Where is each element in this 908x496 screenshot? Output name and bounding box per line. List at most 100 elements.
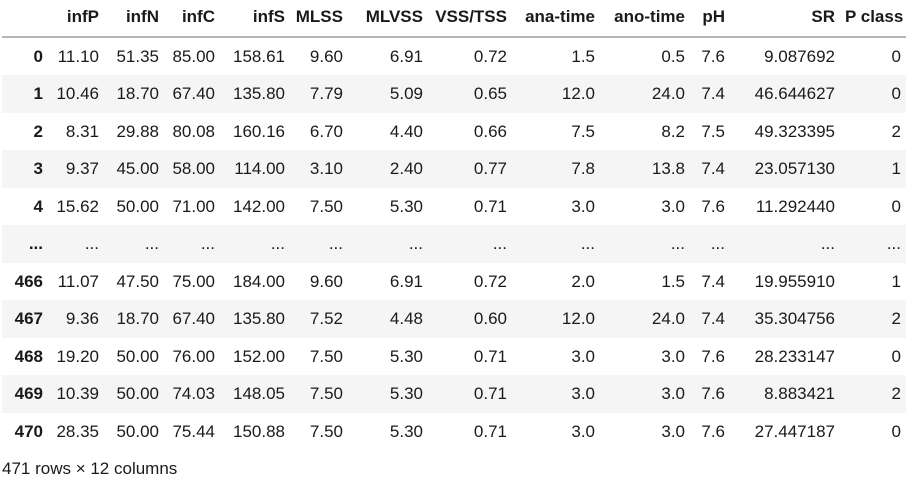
cell: 184.00 [233, 271, 285, 291]
cell: 0 [891, 46, 901, 66]
shape-summary: 471 rows × 12 columns [2, 458, 178, 478]
cell: 29.88 [116, 121, 159, 141]
cell: 46.644627 [754, 84, 835, 104]
cell: ... [670, 234, 685, 254]
cell: 11.292440 [755, 196, 835, 216]
cell: 0.5 [661, 46, 685, 66]
row-index: 466 [14, 271, 43, 291]
cell: ... [84, 234, 99, 254]
cell: 8.2 [661, 121, 685, 141]
cell: 11.07 [57, 271, 99, 291]
column-header: infS [220, 0, 290, 38]
cell: 27.447187 [754, 422, 835, 442]
column-header: pH [690, 0, 730, 38]
cell: 7.50 [309, 196, 343, 216]
cell: 76.00 [172, 346, 215, 366]
cell: 7.4 [701, 84, 725, 104]
cell: 80.08 [172, 121, 215, 141]
row-index: 2 [33, 121, 43, 141]
cell: 49.323395 [754, 121, 835, 141]
row-index: 467 [14, 309, 43, 329]
column-header: SR [730, 0, 840, 38]
cell: 0.60 [473, 309, 507, 329]
cell: 50.00 [116, 384, 159, 404]
column-header: MLSS [290, 0, 348, 38]
cell: 8.883421 [764, 384, 835, 404]
cell: ... [144, 234, 159, 254]
table-row: 466 11.07 47.50 75.00 184.00 9.60 6.91 0.72 2.0 1… [2, 263, 906, 301]
column-header: MLVSS [348, 0, 428, 38]
cell: 71.00 [172, 196, 215, 216]
cell: 5.30 [389, 196, 423, 216]
cell: 18.70 [116, 84, 159, 104]
cell: 7.6 [701, 422, 725, 442]
cell: 13.8 [651, 159, 685, 179]
cell: 2.40 [389, 159, 423, 179]
cell: 7.6 [701, 384, 725, 404]
cell: 2 [891, 384, 901, 404]
cell: 12.0 [561, 84, 595, 104]
column-header: infN [104, 0, 164, 38]
cell: 24.0 [651, 84, 685, 104]
cell: 58.00 [172, 159, 215, 179]
cell: 7.4 [701, 309, 725, 329]
cell: 158.61 [233, 46, 285, 66]
cell: 2 [891, 121, 901, 141]
column-header: ana-time [512, 0, 600, 38]
cell: 3.0 [661, 384, 685, 404]
cell: 7.8 [571, 159, 595, 179]
cell: 12.0 [561, 309, 595, 329]
cell: 135.80 [233, 84, 285, 104]
row-index: 1 [33, 84, 43, 104]
cell: 7.5 [701, 121, 725, 141]
cell: 3.0 [661, 422, 685, 442]
cell: 135.80 [233, 309, 285, 329]
row-index: 3 [33, 159, 43, 179]
cell: 3.0 [661, 196, 685, 216]
cell: 0 [891, 422, 901, 442]
table-row: 468 19.20 50.00 76.00 152.00 7.50 5.30 0.71 3.0 3… [2, 338, 906, 376]
cell: 5.09 [389, 84, 423, 104]
cell: 1.5 [571, 46, 595, 66]
cell: 18.70 [116, 309, 159, 329]
cell: 148.05 [233, 384, 285, 404]
cell: 75.00 [172, 271, 215, 291]
cell: 9.60 [309, 46, 343, 66]
cell: 8.31 [65, 121, 99, 141]
cell: ... [270, 234, 285, 254]
cell: 35.304756 [754, 309, 835, 329]
cell: 0.71 [473, 346, 507, 366]
cell: 23.057130 [754, 159, 835, 179]
table-row: 2 8.31 29.88 80.08 160.16 6.70 4.40 0.66 7.5 8.2 7… [2, 113, 906, 151]
table-body: 0 11.10 51.35 85.00 158.61 9.60 6.91 0.72 1.5 0.5… [2, 37, 906, 451]
cell: 114.00 [234, 159, 285, 179]
cell: 7.6 [701, 196, 725, 216]
cell: 19.955910 [754, 271, 835, 291]
cell: 160.16 [233, 121, 285, 141]
cell: 0 [891, 346, 901, 366]
cell: 1.5 [661, 271, 685, 291]
column-header: P class [840, 0, 906, 38]
cell: 50.00 [116, 196, 159, 216]
cell: 47.50 [116, 271, 159, 291]
column-header: VSS/TSS [428, 0, 512, 38]
cell: 1 [891, 159, 901, 179]
cell: ... [580, 234, 595, 254]
cell: 85.00 [172, 46, 215, 66]
cell: 0 [891, 196, 901, 216]
cell: 0.71 [473, 196, 507, 216]
cell: ... [328, 234, 343, 254]
cell: 9.087692 [764, 46, 835, 66]
cell: 9.37 [65, 159, 99, 179]
cell: 0 [891, 84, 901, 104]
cell: 7.5 [571, 121, 595, 141]
cell: 3.0 [571, 384, 595, 404]
cell: 5.30 [389, 384, 423, 404]
cell: ... [492, 234, 507, 254]
cell: 3.0 [661, 346, 685, 366]
cell: 7.6 [701, 346, 725, 366]
table-row: 470 28.35 50.00 75.44 150.88 7.50 5.30 0.71 3.0 3… [2, 413, 906, 451]
cell: ... [710, 234, 725, 254]
table-row: 469 10.39 50.00 74.03 148.05 7.50 5.30 0.71 3.0 3… [2, 375, 906, 414]
